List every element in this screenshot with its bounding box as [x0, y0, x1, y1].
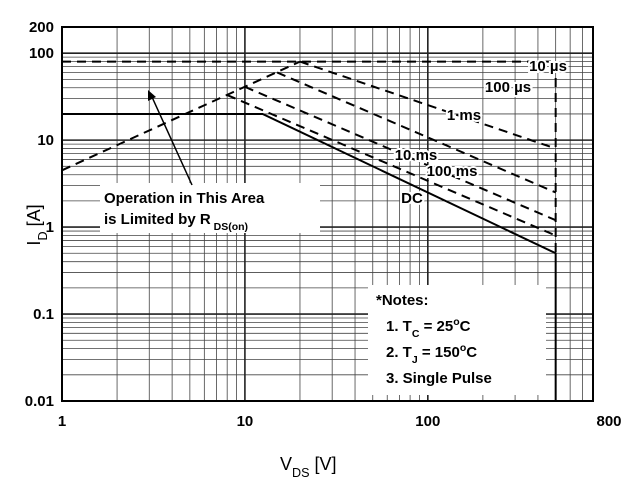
x-tick-label: 100 — [415, 413, 440, 430]
notes-box — [368, 285, 546, 395]
text-segment: C — [466, 344, 477, 361]
text-segment: C — [460, 318, 471, 335]
note: 3. Single Pulse — [386, 370, 492, 387]
curve — [299, 60, 556, 150]
note: 1. TC = 25oC — [386, 316, 471, 340]
curve-label: 1 ms — [447, 107, 481, 124]
plot-frame — [61, 26, 594, 402]
text-segment: D — [36, 231, 50, 240]
curve-label: 10 µs — [529, 58, 567, 75]
curve-label: 100 ms — [427, 163, 478, 180]
curve — [62, 112, 557, 401]
curve-label: 10 ms — [395, 147, 438, 164]
curve-label: 100 µs — [485, 79, 531, 96]
y-tick-label: 200 — [29, 19, 54, 36]
text-segment: o — [460, 342, 466, 354]
curve — [276, 71, 557, 194]
curve — [62, 60, 557, 254]
text-segment: = 150 — [418, 344, 460, 361]
text-segment: Operation in This Area — [104, 190, 265, 207]
y-tick-label: 10 — [37, 132, 54, 149]
curve — [61, 60, 301, 172]
text-segment: 2. T — [386, 344, 412, 361]
text-segment: 3. Single Pulse — [386, 370, 492, 387]
text-segment: DS — [292, 466, 310, 480]
text-segment: [A] — [24, 204, 44, 231]
text-segment: o — [453, 316, 459, 328]
annotation-box — [100, 183, 320, 233]
text-segment: DS(on) — [211, 221, 248, 233]
text-segment: I — [24, 241, 44, 246]
text-segment: C — [412, 328, 420, 340]
curve — [244, 85, 557, 222]
annotation: Operation in This Area — [104, 190, 265, 207]
y-tick-label: 0.1 — [33, 306, 54, 323]
curves — [61, 60, 557, 401]
y-axis-label: ID [A] — [24, 204, 50, 245]
arrow-head — [148, 90, 156, 101]
text-segment: V — [280, 454, 292, 474]
text-segment: = 25 — [419, 318, 453, 335]
curve-label: DC — [401, 190, 423, 207]
labels: 1 10 100 800 0.01 0.1 1 10 100 200 10 µs 100 µs1 ms… — [24, 19, 622, 480]
text-segment: is Limited by R — [104, 211, 211, 228]
x-tick-label: 1 — [58, 413, 66, 430]
y-tick-label: 0.01 — [25, 393, 54, 410]
x-tick-label: 10 — [237, 413, 254, 430]
annotation-arrow — [151, 96, 193, 186]
y-tick-label: 100 — [29, 45, 54, 62]
text-segment: J — [412, 354, 418, 366]
y-tick-label: 1 — [46, 219, 54, 236]
x-tick-label: 800 — [596, 413, 621, 430]
note: *Notes: — [376, 292, 429, 309]
text-segment: *Notes: — [376, 292, 429, 309]
note: 2. TJ = 150oC — [386, 342, 477, 366]
x-axis-label: VDS [V] — [280, 454, 337, 480]
text-segment: [V] — [310, 454, 337, 474]
annotation: is Limited by R DS(on) — [104, 211, 248, 233]
text-segment: 1. T — [386, 318, 412, 335]
